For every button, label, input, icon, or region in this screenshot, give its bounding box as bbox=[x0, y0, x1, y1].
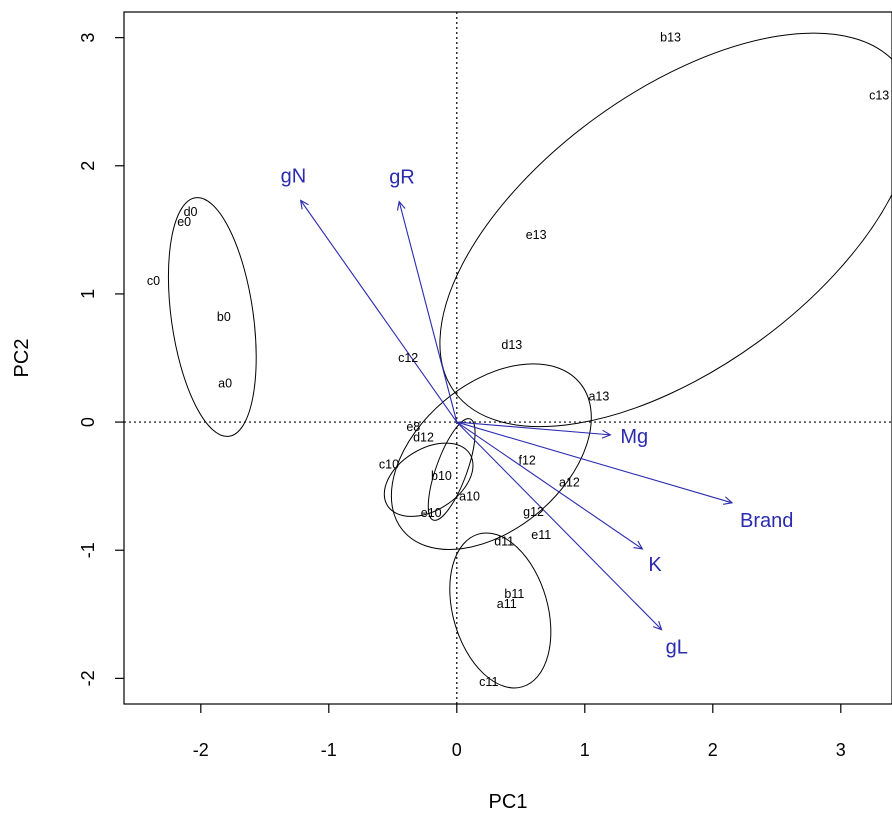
vector-line bbox=[456, 421, 643, 550]
vector-arrowhead bbox=[633, 540, 644, 550]
vector-arrowhead bbox=[299, 199, 309, 210]
point-label: a12 bbox=[559, 475, 580, 489]
x-tick-label: 1 bbox=[580, 740, 590, 760]
x-axis-title: PC1 bbox=[489, 791, 528, 813]
y-tick-label: 3 bbox=[78, 33, 98, 43]
point-label: e13 bbox=[526, 228, 547, 242]
vector-label: Mg bbox=[620, 426, 648, 448]
vector-arrowhead bbox=[396, 200, 406, 211]
point-label: b10 bbox=[431, 469, 452, 483]
vector-line bbox=[398, 201, 458, 423]
vector-label: Brand bbox=[740, 510, 793, 532]
vector-arrowhead bbox=[723, 496, 734, 505]
reference-lines bbox=[124, 12, 892, 704]
x-tick-label: 2 bbox=[708, 740, 718, 760]
y-tick-label: 1 bbox=[78, 289, 98, 299]
vector-line bbox=[456, 421, 662, 631]
cluster-ellipses bbox=[167, 32, 892, 689]
point-label: d13 bbox=[501, 338, 522, 352]
y-axis: -2 -1 0 1 2 3 bbox=[78, 33, 124, 686]
vector-line bbox=[300, 200, 458, 423]
point-label: f12 bbox=[519, 454, 536, 468]
y-tick-label: -2 bbox=[78, 670, 98, 686]
point-label: a0 bbox=[218, 377, 232, 391]
point-label: c13 bbox=[869, 88, 889, 102]
cluster-ellipse bbox=[167, 197, 257, 437]
cluster-ellipse bbox=[383, 442, 474, 517]
y-tick-label: 0 bbox=[78, 417, 98, 427]
point-label: a13 bbox=[588, 389, 609, 403]
point-label: c10 bbox=[379, 457, 399, 471]
cluster-ellipse bbox=[427, 418, 476, 521]
point-label: d11 bbox=[494, 534, 514, 548]
vector-label: gL bbox=[666, 637, 688, 659]
loading-vectors: gN gR Mg Brand KgL bbox=[281, 165, 794, 658]
point-label: b0 bbox=[217, 310, 231, 324]
point-label: b13 bbox=[660, 31, 681, 45]
point-label: e10 bbox=[421, 506, 442, 520]
x-tick-label: 0 bbox=[452, 740, 462, 760]
point-label: e11 bbox=[531, 528, 551, 542]
y-tick-label: 2 bbox=[78, 161, 98, 171]
vector-label: K bbox=[648, 554, 662, 576]
x-tick-label: -1 bbox=[321, 740, 337, 760]
point-label: b11 bbox=[504, 587, 524, 601]
point-label: c11 bbox=[479, 675, 498, 689]
point-label: d12 bbox=[413, 430, 434, 444]
cluster-ellipse bbox=[390, 363, 592, 550]
point-label: e0 bbox=[177, 215, 191, 229]
y-axis-title: PC2 bbox=[11, 339, 33, 378]
point-label: g12 bbox=[523, 505, 544, 519]
x-tick-label: 3 bbox=[836, 740, 846, 760]
x-axis: -2 -1 0 1 2 3 bbox=[193, 704, 846, 760]
vector-line bbox=[456, 421, 733, 504]
x-tick-label: -2 bbox=[193, 740, 209, 760]
vector-arrowhead bbox=[601, 429, 612, 439]
cluster-ellipse bbox=[449, 532, 552, 689]
plot-frame bbox=[123, 11, 892, 705]
cluster-ellipse bbox=[439, 32, 892, 428]
vector-label: gR bbox=[389, 167, 415, 189]
point-label: a10 bbox=[459, 489, 480, 503]
point-label: a11 bbox=[497, 597, 517, 611]
vector-arrowhead bbox=[652, 620, 663, 631]
point-label: c0 bbox=[147, 274, 160, 288]
point-label: d0 bbox=[184, 205, 198, 219]
vector-label: gN bbox=[281, 165, 307, 187]
vector-line bbox=[456, 421, 611, 436]
point-label: e8 bbox=[406, 420, 420, 434]
y-tick-label: -1 bbox=[78, 542, 98, 558]
point-label: c12 bbox=[398, 351, 418, 365]
